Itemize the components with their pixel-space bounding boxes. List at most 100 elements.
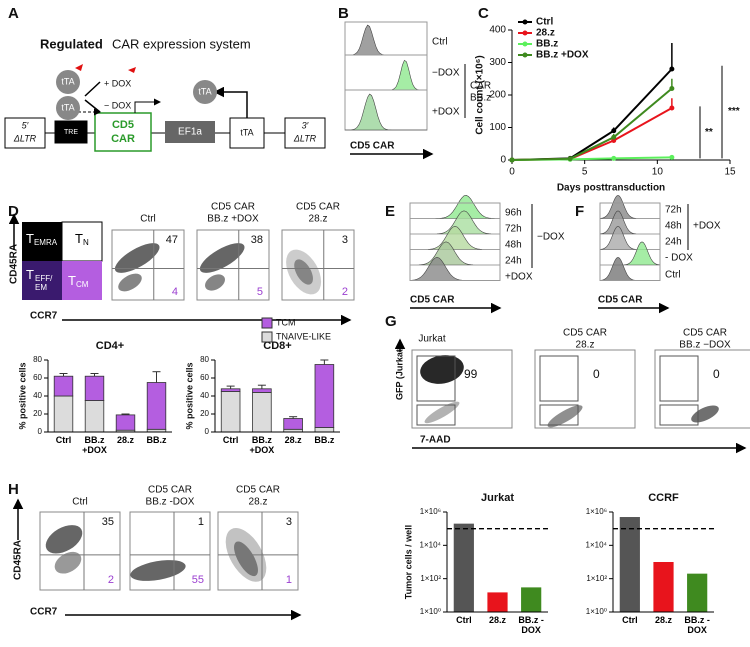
label: 5′ [22, 120, 29, 130]
label: CD5 CAR [236, 485, 280, 496]
y-tick-label: 60 [33, 373, 42, 382]
flow-density [114, 243, 160, 273]
bar-segment [53, 375, 74, 397]
chart-title: Jurkat [481, 492, 514, 504]
key-main: T [75, 231, 83, 246]
x-tick-label-box: 28.z [489, 615, 506, 625]
label: +DOX [693, 221, 721, 232]
label: CD5 CAR [296, 202, 340, 213]
point [509, 157, 515, 163]
axis-label: 7-AAD [420, 435, 451, 446]
panel-label: E [385, 203, 395, 220]
label: TRE [64, 129, 78, 136]
label: CAR [470, 81, 491, 92]
plot-frame [599, 202, 661, 281]
label: 0 [593, 367, 600, 381]
label: 3 [342, 234, 348, 246]
gate [416, 404, 456, 426]
point [567, 156, 573, 162]
gate [659, 404, 699, 426]
label: 28.z [576, 340, 595, 351]
plot-frame [409, 202, 501, 281]
label: 1 [198, 516, 204, 528]
gate [539, 355, 579, 402]
label: Ctrl [72, 497, 88, 508]
bar [619, 517, 640, 612]
y-tick-label: 80 [33, 355, 42, 364]
label: 35 [102, 516, 114, 528]
series-line [511, 107, 673, 161]
histogram [410, 210, 500, 235]
panel-label: H [8, 481, 19, 498]
y-tick-label: 20 [33, 409, 42, 418]
y-tick-label: 20 [200, 409, 209, 418]
diagram-title: CAR expression system [112, 36, 251, 51]
label: 2 [342, 286, 348, 298]
construct-diagram [4, 64, 326, 152]
x-tick-label: 28.z [654, 615, 672, 625]
label: Ctrl [432, 37, 448, 48]
panel-label: D [8, 203, 19, 220]
label: ΔLTR [293, 133, 317, 143]
flow-density [54, 551, 82, 574]
x-tick-label: 10 [652, 167, 664, 178]
key-cell [61, 221, 103, 262]
point [611, 134, 617, 140]
diagram-title: Regulated [40, 36, 103, 51]
x-tick-label: Ctrl [55, 435, 72, 445]
point [669, 86, 675, 91]
bar-segment [314, 427, 335, 433]
histogram [600, 241, 661, 266]
label: Ctrl [665, 270, 681, 281]
x-tick-label: 15 [724, 167, 736, 178]
x-tick-label: BB.z +DOX [249, 435, 275, 455]
label: CD5 CAR [148, 485, 192, 496]
gate [416, 355, 456, 402]
x-tick-label: BB.z +DOX [82, 435, 107, 455]
legend-label: BB.z +DOX [536, 50, 589, 61]
y-tick-label: 400 [489, 25, 506, 36]
bar-segment [220, 388, 241, 392]
x-tick-label-box: 28.z [116, 435, 134, 445]
axis-label: % positive cells [184, 362, 194, 429]
y-tick-label: 1×10⁰ [420, 607, 441, 616]
x-tick-label: 28.z [116, 435, 134, 445]
label: −DOX [432, 68, 460, 79]
y-tick-label: 1×10⁰ [586, 607, 607, 616]
label: 0 [713, 367, 720, 381]
protein-label: tTA [198, 86, 211, 96]
x-tick-label: BB.z [314, 435, 335, 445]
label: 47 [166, 234, 178, 246]
y-tick-label: 0 [205, 427, 210, 436]
key-label: TCM [68, 273, 89, 289]
histogram [345, 93, 427, 131]
series-line [511, 68, 673, 161]
chart-title: CD4+ [96, 340, 124, 352]
y-tick-label: 0 [38, 427, 43, 436]
label: +DOX [505, 272, 533, 283]
x-tick-label-box: BB.z +DOX [249, 435, 275, 455]
legend-label: 28.z [536, 28, 555, 39]
label: BB.z -DOX [146, 497, 195, 508]
legend-swatch [261, 317, 273, 329]
key-cell [22, 261, 62, 300]
x-tick-label-box: Ctrl [55, 435, 72, 445]
histogram [599, 194, 660, 219]
series-line [511, 87, 673, 161]
key-sub: EFF/ [35, 274, 53, 283]
histogram [599, 210, 660, 235]
flow-density [205, 274, 225, 291]
label: 4 [172, 286, 178, 298]
label: EF1a [178, 127, 202, 138]
chart-title: CCRF [648, 492, 679, 504]
legend-label: BB.z [536, 39, 558, 50]
axis-label: % positive cells [17, 362, 27, 429]
legend-swatch [522, 30, 528, 36]
x-tick-label: 28.z [284, 435, 302, 445]
y-tick-label: 1×10² [586, 574, 607, 583]
chart-title: CD8+ [263, 340, 291, 352]
legend-swatch [522, 52, 528, 58]
key-sub: EM [35, 283, 47, 292]
x-tick-label: Ctrl [456, 615, 472, 625]
bar-segment [84, 375, 105, 401]
